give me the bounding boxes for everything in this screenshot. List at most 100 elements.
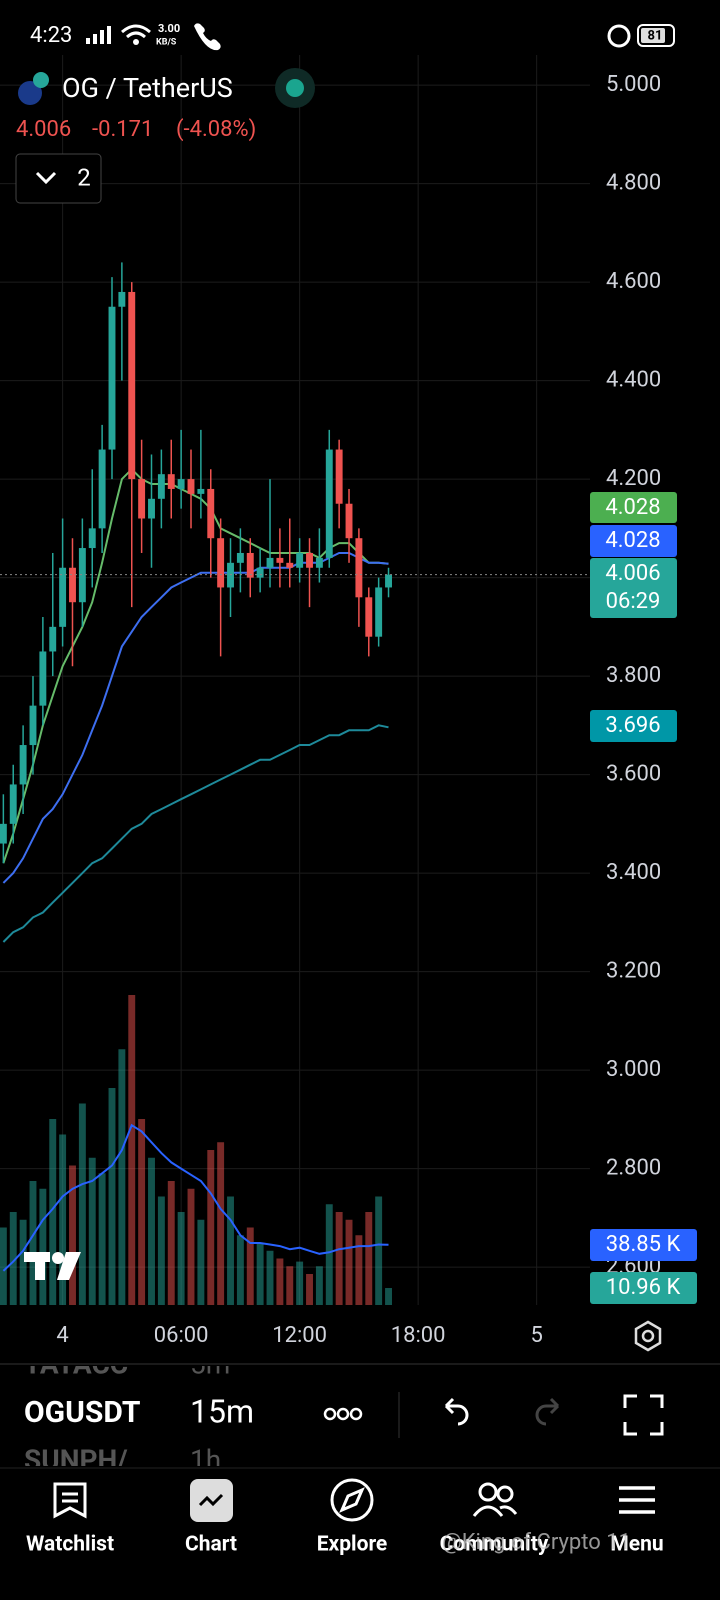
nav-label[interactable]: Watchlist xyxy=(26,1533,114,1557)
volume-bar xyxy=(157,1196,165,1305)
wifi-dot xyxy=(133,39,139,45)
y-tick-label: 2.800 xyxy=(606,1155,661,1180)
candle-body xyxy=(19,745,27,785)
exchange-badge xyxy=(33,72,49,88)
explore-icon[interactable] xyxy=(330,1478,374,1522)
y-tick-label: 4.200 xyxy=(606,466,661,491)
volume-bar xyxy=(296,1261,304,1305)
candle-body xyxy=(118,291,126,307)
candle-body xyxy=(256,567,264,578)
volume-bar xyxy=(306,1274,313,1305)
candle-body xyxy=(9,784,17,824)
chevron xyxy=(35,171,57,185)
candle-body xyxy=(177,479,185,489)
ma-slow-label: 3.696 xyxy=(605,713,660,738)
candle-body xyxy=(39,651,47,706)
candle-body xyxy=(355,538,363,598)
watchlist-icon[interactable] xyxy=(53,1482,87,1519)
candle-body xyxy=(315,557,323,568)
plot xyxy=(0,262,392,1305)
nav-label[interactable]: Explore xyxy=(317,1533,388,1557)
candle-body xyxy=(217,538,225,588)
candle-body xyxy=(88,528,96,549)
symbol[interactable]: OGUSDT xyxy=(24,1395,141,1430)
volume-bar xyxy=(335,1212,343,1305)
candle-body xyxy=(128,291,136,480)
battery xyxy=(637,24,675,47)
candle-body xyxy=(296,552,304,568)
x-tick-label: 06:00 xyxy=(154,1323,209,1348)
volume-bar xyxy=(256,1243,264,1305)
next-symbol: SUNPH/ xyxy=(24,1443,128,1476)
clock: 4:23 xyxy=(30,23,72,48)
compass-needle xyxy=(339,1487,365,1513)
nav-labels: Watchlist Chart Explore Community Menu xyxy=(26,1533,664,1557)
candle-body xyxy=(69,567,76,603)
volume-bar xyxy=(59,1134,67,1305)
last-price-label: 4.006 xyxy=(605,561,660,586)
volume-ma xyxy=(2,1123,389,1272)
volume-ma-label: 38.85 K xyxy=(606,1232,681,1257)
community-icon[interactable] xyxy=(472,1482,518,1517)
volume-bar xyxy=(29,1181,37,1305)
alarm-icon xyxy=(607,24,631,48)
menu-icon[interactable] xyxy=(619,1486,655,1514)
y-tick-label: 5.000 xyxy=(606,72,661,97)
grid xyxy=(0,55,590,1305)
volume-bar xyxy=(385,1288,392,1305)
indicator-toggle[interactable] xyxy=(15,153,102,204)
tv-logo xyxy=(24,1252,81,1280)
countdown: 06:29 xyxy=(606,589,661,614)
bottom-nav: Watchlist Chart Explore Community Menu @King… xyxy=(26,1478,664,1557)
more-button[interactable] xyxy=(323,1407,363,1421)
ma-fast-label-bg xyxy=(590,492,677,523)
candle-body xyxy=(197,488,205,494)
nav-label[interactable]: Menu xyxy=(610,1533,663,1557)
settings-icon[interactable] xyxy=(634,1320,662,1352)
net-speed: 3.00 xyxy=(158,22,180,35)
candle-body xyxy=(49,626,57,652)
candle-body xyxy=(375,587,383,637)
candle-body xyxy=(108,306,116,450)
volume-bar xyxy=(236,1235,244,1305)
status-bar: 4:23 3.00 KB/S 81 xyxy=(30,22,675,51)
symbol-header: OG / TetherUS 4.006 -0.171 (-4.08%) 2 xyxy=(15,68,315,204)
candle-body xyxy=(59,567,67,627)
fullscreen-button[interactable] xyxy=(623,1394,664,1436)
x-tick-label: 18:00 xyxy=(391,1323,446,1348)
coin-logo xyxy=(18,81,42,105)
net-unit: KB/S xyxy=(156,37,177,47)
y-tick-label: 4.400 xyxy=(606,367,661,392)
candle-body xyxy=(29,705,37,746)
volume-bar xyxy=(187,1188,195,1305)
candle-body xyxy=(335,449,343,504)
indicator-count: 2 xyxy=(77,163,91,191)
volume-label-bg xyxy=(590,1272,697,1304)
volume-label: 10.96 K xyxy=(606,1275,681,1300)
price-change-pct: (-4.08%) xyxy=(176,117,256,142)
nav-label[interactable]: Chart xyxy=(185,1533,237,1557)
volume-bar xyxy=(167,1181,175,1305)
candle-body xyxy=(236,552,244,563)
battery-level: 81 xyxy=(648,28,663,43)
volume-bar xyxy=(88,1157,96,1305)
candle-body xyxy=(385,574,392,588)
volume-bar xyxy=(78,1103,86,1305)
symbol-name[interactable]: OG / TetherUS xyxy=(62,72,233,104)
last-price: 4.006 xyxy=(16,117,71,142)
candle-body xyxy=(246,552,254,578)
moving-average xyxy=(2,724,389,943)
interval[interactable]: 15m xyxy=(190,1392,254,1430)
undo-button[interactable] xyxy=(444,1397,469,1426)
candle-body xyxy=(276,557,284,563)
toolbar: TATACC 5m SUNPH/ 1h OGUSDT 15m xyxy=(24,1366,664,1476)
redo-button[interactable] xyxy=(535,1397,560,1426)
nav-label[interactable]: Community xyxy=(440,1533,549,1557)
candle-body xyxy=(167,474,175,489)
moving-average xyxy=(2,552,389,884)
x-tick-label: 5 xyxy=(530,1323,542,1348)
volume-bar xyxy=(108,1088,116,1305)
volume-ma-label-bg xyxy=(590,1229,697,1261)
